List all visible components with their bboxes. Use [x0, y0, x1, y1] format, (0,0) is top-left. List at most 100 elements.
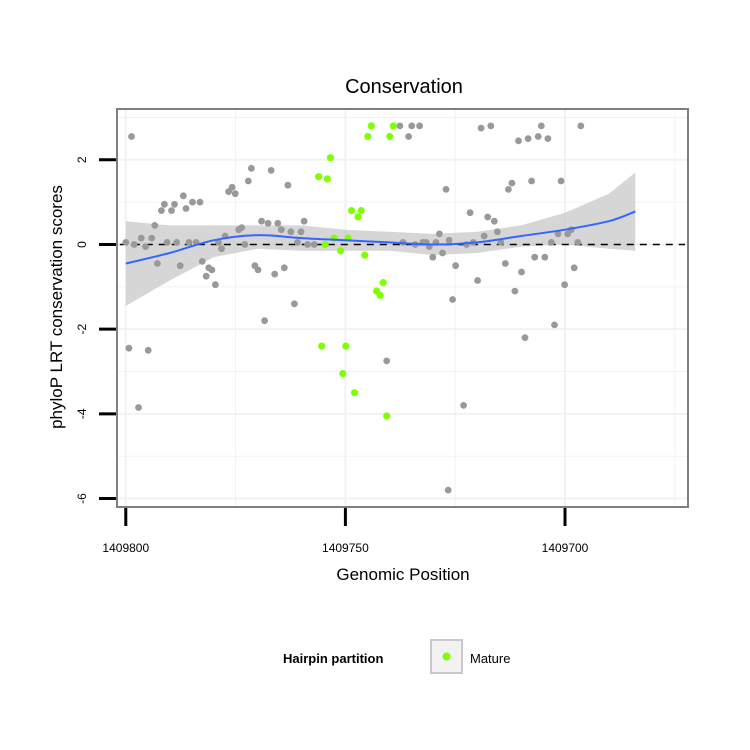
data-point-other	[244, 177, 252, 185]
data-point-other	[304, 241, 311, 248]
data-point-other	[274, 219, 282, 227]
data-point-other	[277, 226, 285, 234]
data-point-other	[161, 200, 168, 208]
data-point-other	[254, 266, 262, 274]
x-axis: 1409800 1409750 1409700	[102, 508, 589, 555]
data-point-mature	[337, 247, 345, 255]
data-point-other	[551, 321, 558, 329]
data-point-mature	[364, 132, 372, 141]
data-point-other	[189, 198, 196, 206]
data-point-other	[577, 122, 585, 130]
data-point-other	[541, 253, 549, 261]
data-point-other	[144, 346, 152, 354]
data-point-other	[537, 122, 545, 130]
data-point-other	[383, 357, 391, 365]
y-tick-label: -2	[75, 324, 89, 335]
data-point-other	[561, 281, 568, 289]
data-point-other	[494, 228, 501, 236]
data-point-other	[215, 239, 222, 246]
data-point-other	[511, 287, 519, 295]
data-point-other	[158, 207, 165, 215]
data-point-other	[548, 239, 555, 246]
data-point-other	[185, 239, 193, 246]
data-point-other	[544, 135, 552, 143]
legend-label-mature: Mature	[470, 651, 510, 666]
data-point-other	[287, 228, 295, 236]
data-point-mature	[351, 389, 359, 397]
data-point-other	[142, 243, 150, 251]
data-point-other	[554, 230, 562, 238]
data-point-other	[148, 234, 156, 242]
data-point-other	[505, 186, 512, 193]
data-point-other	[163, 239, 171, 246]
data-point-mature	[339, 370, 347, 378]
data-point-other	[212, 281, 219, 289]
data-point-other	[238, 224, 246, 232]
data-point-other	[135, 404, 142, 411]
legend-key-mature	[442, 652, 451, 661]
data-point-other	[297, 228, 305, 236]
data-point-mature	[323, 175, 331, 183]
data-point-mature	[376, 291, 384, 299]
data-point-other	[271, 270, 279, 278]
y-axis-label: phyloP LRT conservation scores	[47, 185, 66, 429]
data-point-other	[557, 177, 565, 185]
data-point-mature	[357, 207, 365, 215]
data-point-other	[228, 183, 236, 191]
x-axis-label: Genomic Position	[336, 565, 469, 584]
data-point-other	[445, 236, 453, 244]
data-point-other	[408, 122, 416, 130]
y-axis: -6 -4 -2 0 2	[75, 156, 116, 504]
data-point-other	[490, 217, 498, 225]
data-point-other	[449, 296, 456, 303]
data-point-other	[501, 260, 509, 267]
data-point-mature	[347, 207, 356, 215]
data-point-other	[515, 137, 522, 145]
plot-panel	[116, 108, 689, 508]
data-point-other	[179, 192, 187, 200]
data-point-other	[130, 241, 138, 248]
y-tick-label: 2	[75, 156, 89, 163]
data-point-other	[405, 133, 412, 140]
data-point-other	[231, 190, 239, 198]
data-point-other	[202, 272, 210, 280]
data-point-other	[267, 167, 275, 174]
data-point-other	[128, 133, 135, 140]
data-point-other	[466, 209, 474, 217]
x-tick-label: 1409800	[102, 541, 149, 555]
data-point-mature	[315, 173, 323, 181]
data-point-other	[487, 122, 495, 130]
data-point-other	[122, 239, 130, 246]
data-point-other	[474, 277, 481, 284]
legend-title: Hairpin partition	[283, 651, 383, 666]
data-point-other	[452, 262, 459, 270]
x-tick-label: 1409750	[322, 541, 369, 555]
data-point-other	[480, 232, 488, 240]
y-tick-label: -4	[75, 408, 89, 419]
data-point-mature	[318, 342, 326, 350]
data-point-other	[534, 133, 542, 140]
data-point-other	[310, 241, 318, 248]
data-point-mature	[379, 279, 387, 287]
data-point-mature	[361, 251, 369, 259]
y-tick-label: -6	[75, 493, 89, 504]
data-point-other	[125, 344, 133, 352]
data-point-other	[396, 122, 404, 130]
data-point-mature	[383, 412, 391, 420]
data-point-other	[284, 181, 292, 189]
data-point-other	[528, 177, 535, 185]
data-point-other	[208, 266, 216, 274]
panel-background	[117, 109, 688, 507]
data-point-other	[198, 258, 206, 265]
data-point-other	[300, 217, 308, 225]
x-tick-label: 1409700	[542, 541, 589, 555]
data-point-other	[439, 249, 446, 257]
data-point-other	[521, 334, 529, 341]
data-point-mature	[326, 154, 335, 162]
data-point-other	[531, 253, 539, 261]
data-point-mature	[367, 122, 375, 130]
data-point-other	[460, 402, 467, 409]
data-point-other	[182, 205, 190, 212]
data-point-other	[196, 198, 204, 206]
